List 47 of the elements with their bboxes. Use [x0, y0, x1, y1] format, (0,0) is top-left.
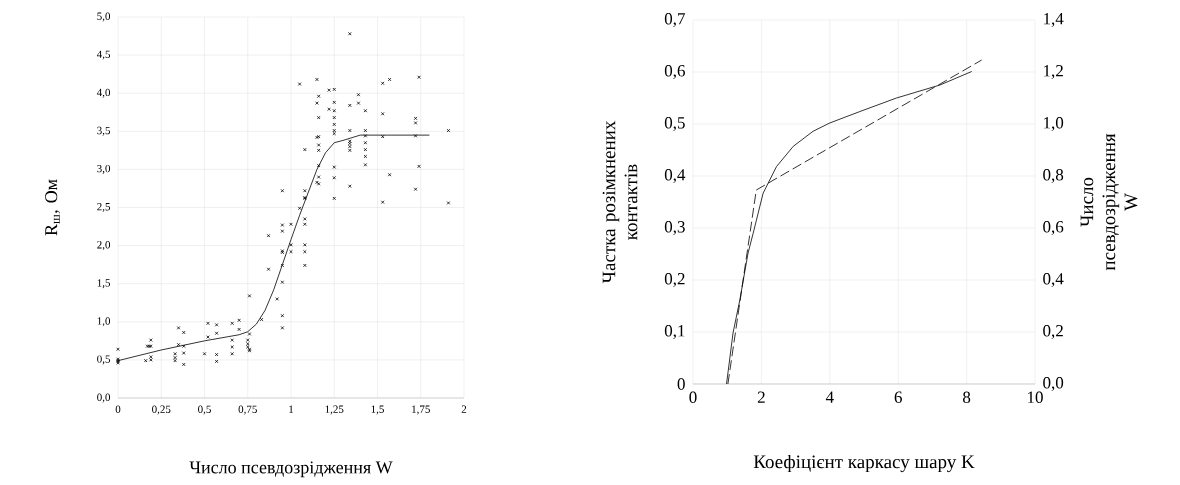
x-tick-label: 0	[689, 391, 697, 404]
x-tick-label: 10	[1028, 391, 1043, 404]
x-tick-label: 1,5	[371, 405, 384, 415]
x-tick-label: 0	[115, 405, 121, 413]
x-tick-label: 0,5	[198, 405, 211, 415]
x-axis-title: Число псевдозрідження W	[189, 461, 393, 478]
y-tick-label: 4,5	[96, 50, 111, 60]
y2-axis-title: Число псевдозрідження W	[1080, 133, 1138, 271]
x-tick-label: 0,75	[238, 405, 257, 415]
y-tick-label: 2,5	[97, 203, 111, 212]
y-axis-title: Частка розімкнених контактів	[602, 120, 638, 284]
x-tick-label: 2	[461, 405, 467, 413]
x-tick-label: 0,25	[152, 405, 171, 415]
x-axis-title: Коефіцієнт каркасу шару K	[753, 454, 975, 473]
x-tick-label: 1,75	[412, 405, 430, 415]
y-tick-label: 1,0	[97, 317, 111, 327]
y2-tick-label: 1,2	[1044, 65, 1063, 79]
y2-tick-label: 0,0	[1043, 377, 1064, 391]
y-tick-label: 0,5	[664, 117, 685, 131]
x-tick-label: 1,25	[325, 405, 344, 415]
y-tick-label: 5,0	[97, 12, 111, 22]
y-tick-label: 0,6	[664, 65, 685, 79]
y-tick-label: 0	[677, 378, 685, 390]
y2-tick-label: 0,4	[1043, 273, 1064, 287]
x-tick-label: 6	[894, 391, 902, 403]
y-tick-label: 4,0	[96, 88, 111, 98]
y-tick-label: 0,0	[97, 393, 111, 403]
x-tick-label: 8	[963, 391, 971, 404]
y-tick-label: 0,1	[664, 325, 685, 339]
y-tick-label: 0,3	[664, 221, 685, 235]
y-tick-label: 1,5	[97, 279, 111, 289]
x-tick-label: 2	[757, 391, 765, 403]
y-tick-label: 0,2	[664, 273, 685, 287]
y-tick-label: 3,5	[97, 126, 111, 136]
y-tick-label: 2,0	[97, 241, 111, 251]
y2-tick-label: 1,0	[1044, 117, 1064, 131]
y-tick-label: 0,5	[97, 355, 111, 365]
y2-tick-label: 0,6	[1043, 221, 1064, 235]
y2-tick-label: 0,2	[1043, 325, 1063, 339]
x-tick-label: 4	[825, 391, 834, 403]
y-axis-title: R$_{ш}$, Ом	[45, 179, 60, 236]
y-tick-label: 0,4	[664, 169, 686, 183]
x-tick-label: 1	[289, 405, 294, 413]
y-tick-label: 0,7	[664, 13, 685, 27]
y2-tick-label: 1,4	[1044, 13, 1064, 27]
y2-tick-label: 0,8	[1043, 169, 1064, 183]
y-tick-label: 3,0	[97, 164, 111, 174]
